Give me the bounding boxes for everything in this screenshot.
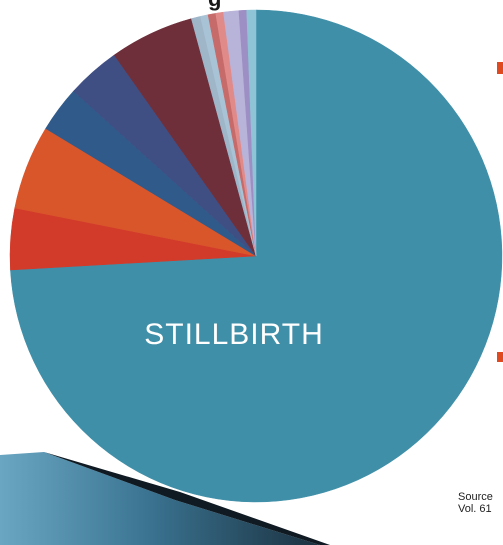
pie-slice-13 (246, 9, 257, 257)
decorative-banner (0, 452, 320, 545)
source-note: Source Vol. 61 (458, 491, 493, 515)
edge-accent-top (497, 62, 503, 74)
decorative-banner-edge (44, 452, 330, 545)
pie-slices (9, 9, 503, 503)
source-line-1: Source (458, 491, 493, 503)
partial-heading-text: g (208, 0, 222, 12)
slice-label-stillbirth: STILLBIRTH (144, 318, 324, 351)
edge-accent-bottom (497, 352, 503, 362)
source-line-2: Vol. 61 (458, 503, 492, 515)
